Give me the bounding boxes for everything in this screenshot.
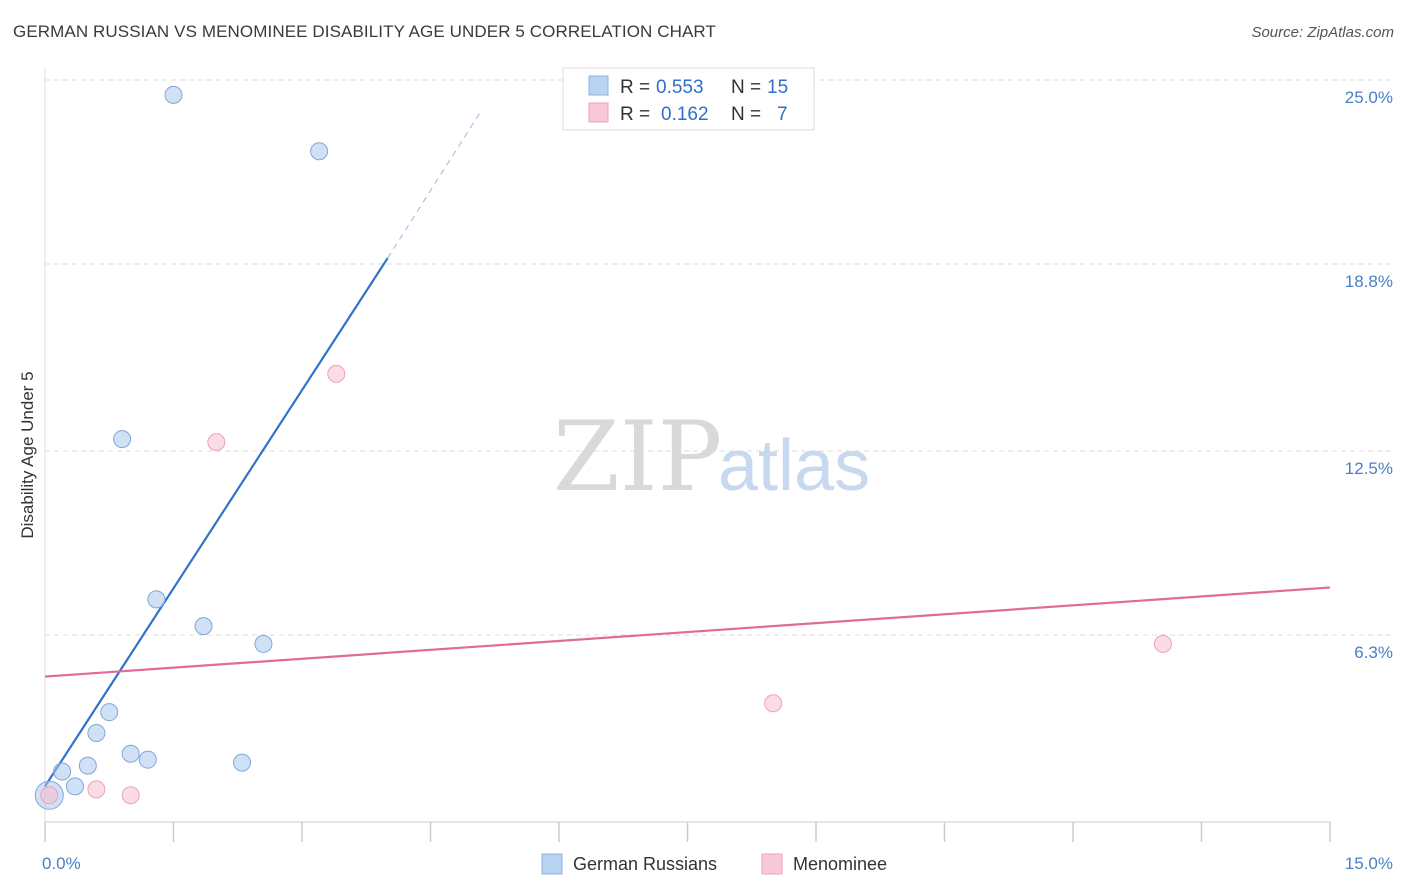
legend-r-label-2: R = [620, 104, 650, 125]
point-series-1-5 [764, 694, 783, 713]
trendline-series-1 [44, 586, 1331, 678]
data-points [34, 85, 1172, 810]
bottom-legend-menominee: Menominee [793, 854, 887, 874]
point-series-0-7 [138, 750, 157, 769]
legend-r-value-1: 0.553 [656, 77, 704, 98]
legend-swatch-german-russians [588, 75, 609, 96]
point-series-0-4 [87, 723, 106, 742]
point-series-1-4 [327, 364, 346, 383]
y-tick-label-2: 18.8% [1345, 272, 1393, 291]
chart-title: GERMAN RUSSIAN VS MENOMINEE DISABILITY A… [13, 22, 716, 41]
point-series-0-1 [53, 762, 72, 781]
trendline-series-0 [44, 257, 389, 787]
y-tick-label-3: 25.0% [1345, 88, 1393, 107]
bottom-legend-german-russians: German Russians [573, 854, 717, 874]
trendlines [44, 109, 1331, 787]
legend-n-value-2: 7 [777, 104, 788, 125]
point-series-0-13 [164, 85, 183, 104]
bottom-legend-swatch-german-russians [541, 853, 563, 875]
point-series-1-1 [87, 780, 106, 799]
legend-n-label-2: N = [731, 104, 761, 125]
x-tick-label-1: 15.0% [1345, 854, 1393, 873]
gridlines [45, 79, 1392, 636]
point-series-0-12 [254, 634, 273, 653]
watermark-zip: ZIP [553, 401, 722, 513]
point-series-0-6 [121, 744, 140, 763]
y-tick-label-1: 12.5% [1345, 459, 1393, 478]
x-tick-label-0: 0.0% [42, 854, 81, 873]
series-legend: German Russians Menominee [541, 853, 887, 875]
x-tick-labels: 0.0% 15.0% [42, 854, 1393, 873]
point-series-0-2 [65, 777, 84, 796]
point-series-0-3 [78, 756, 97, 775]
point-series-1-2 [121, 786, 140, 805]
trendline-extension-series-0 [387, 109, 483, 259]
point-series-0-11 [233, 753, 252, 772]
bottom-legend-swatch-menominee [761, 853, 783, 875]
point-series-1-6 [1153, 634, 1172, 653]
point-series-0-5 [100, 703, 119, 722]
axes [44, 68, 1331, 842]
legend-r-label-1: R = [620, 77, 650, 98]
point-series-0-9 [147, 590, 166, 609]
point-series-1-3 [207, 433, 226, 452]
legend-swatch-menominee [588, 102, 609, 123]
y-axis-label: Disability Age Under 5 [18, 371, 37, 538]
watermark-atlas: atlas [718, 426, 870, 506]
source-credit: Source: ZipAtlas.com [1251, 24, 1394, 41]
point-series-0-8 [113, 430, 132, 449]
legend-n-value-1: 15 [767, 77, 788, 98]
point-series-0-10 [194, 617, 213, 636]
legend-n-label-1: N = [731, 77, 761, 98]
stats-legend: R = 0.553 N = 15 R = 0.162 N = 7 [562, 67, 815, 131]
y-tick-label-0: 6.3% [1354, 643, 1393, 662]
point-series-1-0 [40, 786, 59, 805]
y-tick-labels: 6.3% 12.5% 18.8% 25.0% [1345, 88, 1393, 662]
point-series-0-14 [310, 142, 329, 161]
legend-r-value-2: 0.162 [661, 104, 709, 125]
